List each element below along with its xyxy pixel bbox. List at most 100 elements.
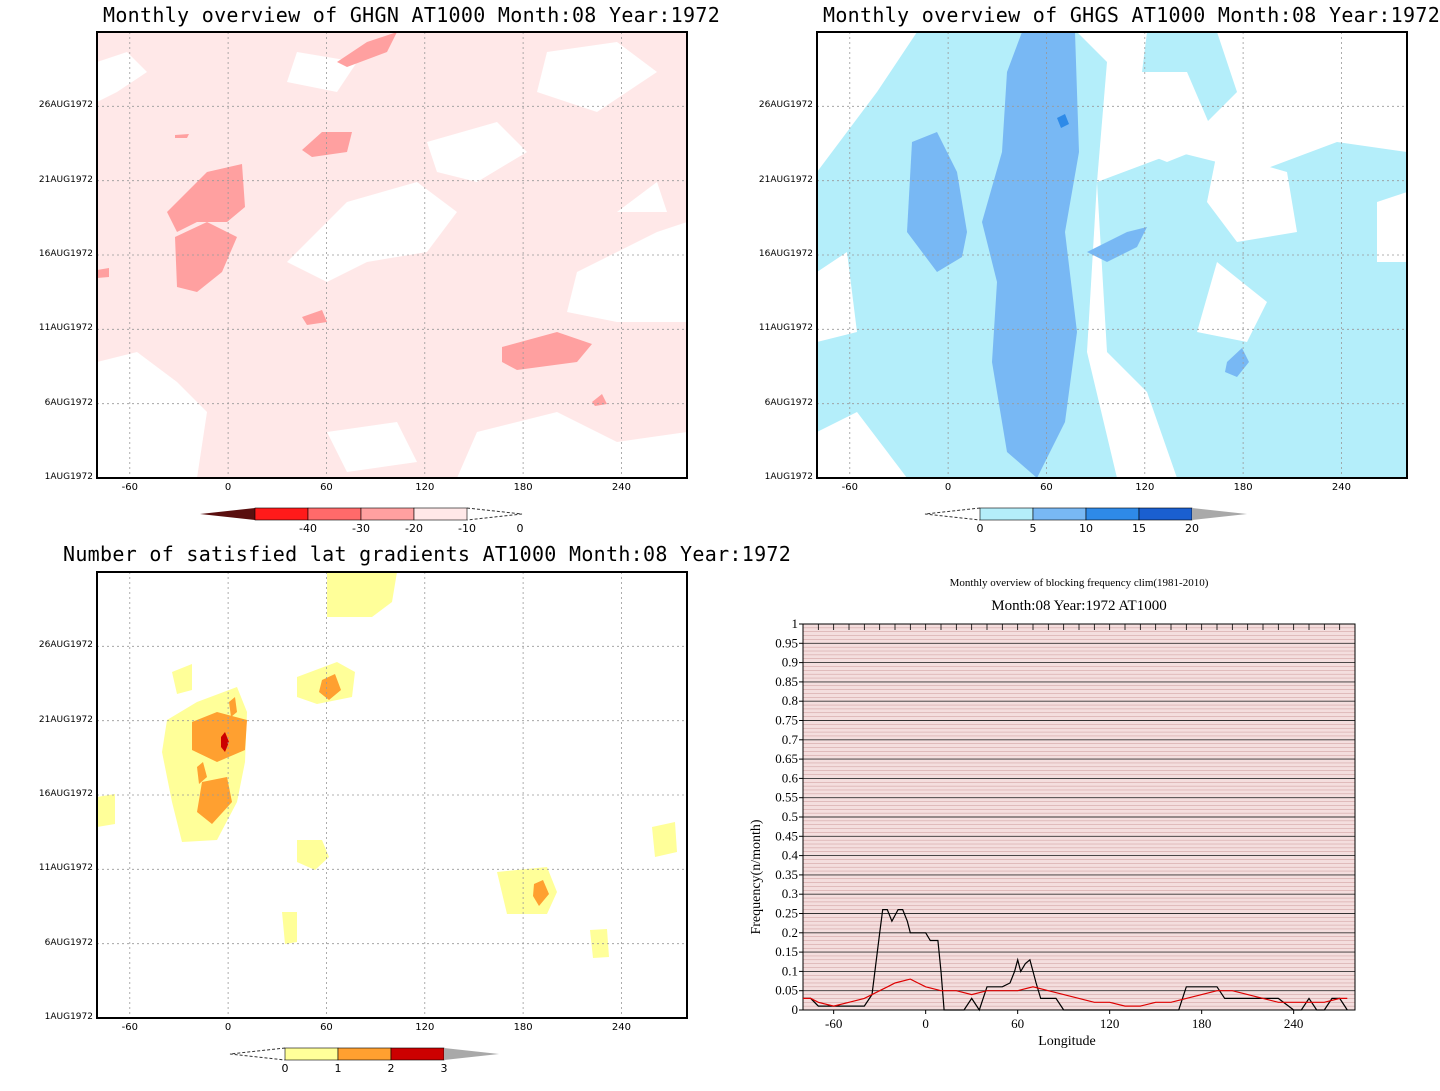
contour-yellow — [497, 867, 557, 914]
plot-frame — [96, 571, 688, 1019]
freq-title: Monthly overview of blocking frequency c… — [949, 577, 1209, 589]
contour-white — [1317, 52, 1407, 142]
x-tick-label: -60 — [121, 482, 138, 493]
colorbar-label: 0 — [282, 1062, 289, 1075]
colorbar-label: 10 — [1079, 522, 1093, 535]
x-tick-label: 60 — [1011, 1016, 1024, 1031]
y-tick-label: 0.75 — [775, 713, 798, 728]
colorbar-label: 3 — [441, 1062, 448, 1075]
x-tick-label: 0 — [224, 482, 232, 493]
y-tick-label: 0.7 — [782, 732, 799, 747]
lat-title: Number of satisfied lat gradients AT1000… — [63, 542, 792, 566]
x-tick-label: 240 — [1331, 482, 1351, 493]
colorbar-label: 5 — [1030, 522, 1037, 535]
colorbar-label: 15 — [1132, 522, 1146, 535]
x-axis-label: Longitude — [1038, 1034, 1096, 1049]
colorbar-end — [229, 1047, 286, 1061]
colorbar-label: 20 — [1185, 522, 1199, 535]
contour-pink — [337, 32, 397, 67]
contour-white — [537, 42, 657, 112]
contour-white — [617, 182, 667, 212]
contour-white — [817, 252, 857, 342]
x-tick-label: 180 — [513, 1022, 533, 1033]
ghgs-title: Monthly overview of GHGS AT1000 Month:08… — [823, 3, 1440, 27]
colorbar-label: -40 — [299, 522, 317, 535]
y-tick-label: 0 — [792, 1002, 799, 1017]
colorbar-label: 1 — [335, 1062, 342, 1075]
x-tick-label: 0 — [944, 482, 952, 493]
contour-red — [221, 732, 229, 752]
x-tick-label: 120 — [415, 482, 435, 493]
contour-blue — [1225, 348, 1249, 377]
contour-pink — [302, 132, 352, 157]
y-tick-label: 6AUG1972 — [44, 397, 93, 408]
x-tick-label: 240 — [611, 482, 631, 493]
contour-white — [1207, 152, 1297, 242]
x-tick-label: 120 — [1100, 1016, 1120, 1031]
colorbar-label: -10 — [458, 522, 476, 535]
contour-white — [287, 182, 457, 282]
x-tick-label: -60 — [121, 1022, 138, 1033]
y-tick-label: 21AUG1972 — [38, 714, 93, 725]
contour-pink — [302, 310, 327, 325]
y-tick-label: 0.15 — [775, 944, 798, 959]
contour-white — [327, 422, 417, 472]
ghgn-title: Monthly overview of GHGN AT1000 Month:08… — [103, 3, 721, 27]
ghgs-map — [816, 31, 1408, 479]
colorbar-end — [924, 507, 981, 521]
x-tick-label: 180 — [1192, 1016, 1212, 1031]
colorbar-end — [200, 508, 255, 520]
contour-yellow — [327, 572, 397, 617]
contour-darkblue — [1057, 114, 1069, 128]
contour-orange — [192, 712, 247, 762]
x-tick-label: 240 — [611, 1022, 631, 1033]
contour-yellow — [172, 664, 192, 694]
y-tick-label: 0.9 — [782, 655, 798, 670]
colorbar-end — [1192, 508, 1247, 520]
colorbar-segment — [284, 1047, 339, 1061]
y-tick-label: 0.65 — [775, 751, 798, 766]
colorbar-label: 0 — [977, 522, 984, 535]
contour-pink — [175, 134, 189, 138]
colorbar-segment — [254, 507, 309, 521]
y-tick-label: 1 — [792, 616, 799, 631]
y-tick-label: 0.05 — [775, 983, 798, 998]
y-tick-label: 0.5 — [782, 809, 798, 824]
colorbar-label: -20 — [405, 522, 423, 535]
freq-subtitle: Month:08 Year:1972 AT1000 — [991, 598, 1167, 614]
y-tick-label: 6AUG1972 — [764, 397, 813, 408]
contour-yellow — [97, 794, 115, 827]
lat-colorbar: 0 1 2 3 — [229, 1047, 499, 1075]
colorbar-segment — [1085, 507, 1140, 521]
y-tick-label: 21AUG1972 — [758, 174, 813, 185]
x-tick-label: 120 — [415, 1022, 435, 1033]
colorbar-segment — [307, 507, 362, 521]
contour-orange — [533, 880, 549, 906]
contour-pink — [167, 164, 245, 232]
contour-white — [1197, 262, 1267, 342]
contour-yellow — [590, 929, 609, 958]
colorbar-segment — [413, 507, 468, 521]
y-tick-label: 0.2 — [782, 925, 798, 940]
y-axis-label: Frequency(n/month) — [749, 819, 764, 934]
y-tick-label: 0.25 — [775, 906, 798, 921]
colorbar-end — [466, 507, 523, 521]
contour-white — [97, 352, 207, 478]
contour-pink — [175, 222, 237, 292]
x-tick-label: 60 — [320, 1022, 333, 1033]
y-tick-label: 16AUG1972 — [38, 249, 93, 259]
x-tick-label: 240 — [1284, 1016, 1304, 1031]
y-tick-label: 26AUG1972 — [758, 100, 813, 111]
series-line-red — [803, 978, 1348, 1007]
y-tick-label: 6AUG1972 — [44, 937, 93, 948]
y-tick-label: 0.35 — [775, 867, 798, 882]
colorbar-segment — [337, 1047, 392, 1061]
contour-orange — [319, 674, 341, 700]
contour-white — [97, 52, 147, 102]
plot-frame — [96, 31, 688, 479]
contour-yellow — [297, 840, 329, 870]
colorbar-segment — [360, 507, 415, 521]
colorbar-end — [444, 1048, 499, 1060]
y-tick-label: 0.6 — [782, 770, 799, 785]
contour-orange — [197, 777, 232, 824]
